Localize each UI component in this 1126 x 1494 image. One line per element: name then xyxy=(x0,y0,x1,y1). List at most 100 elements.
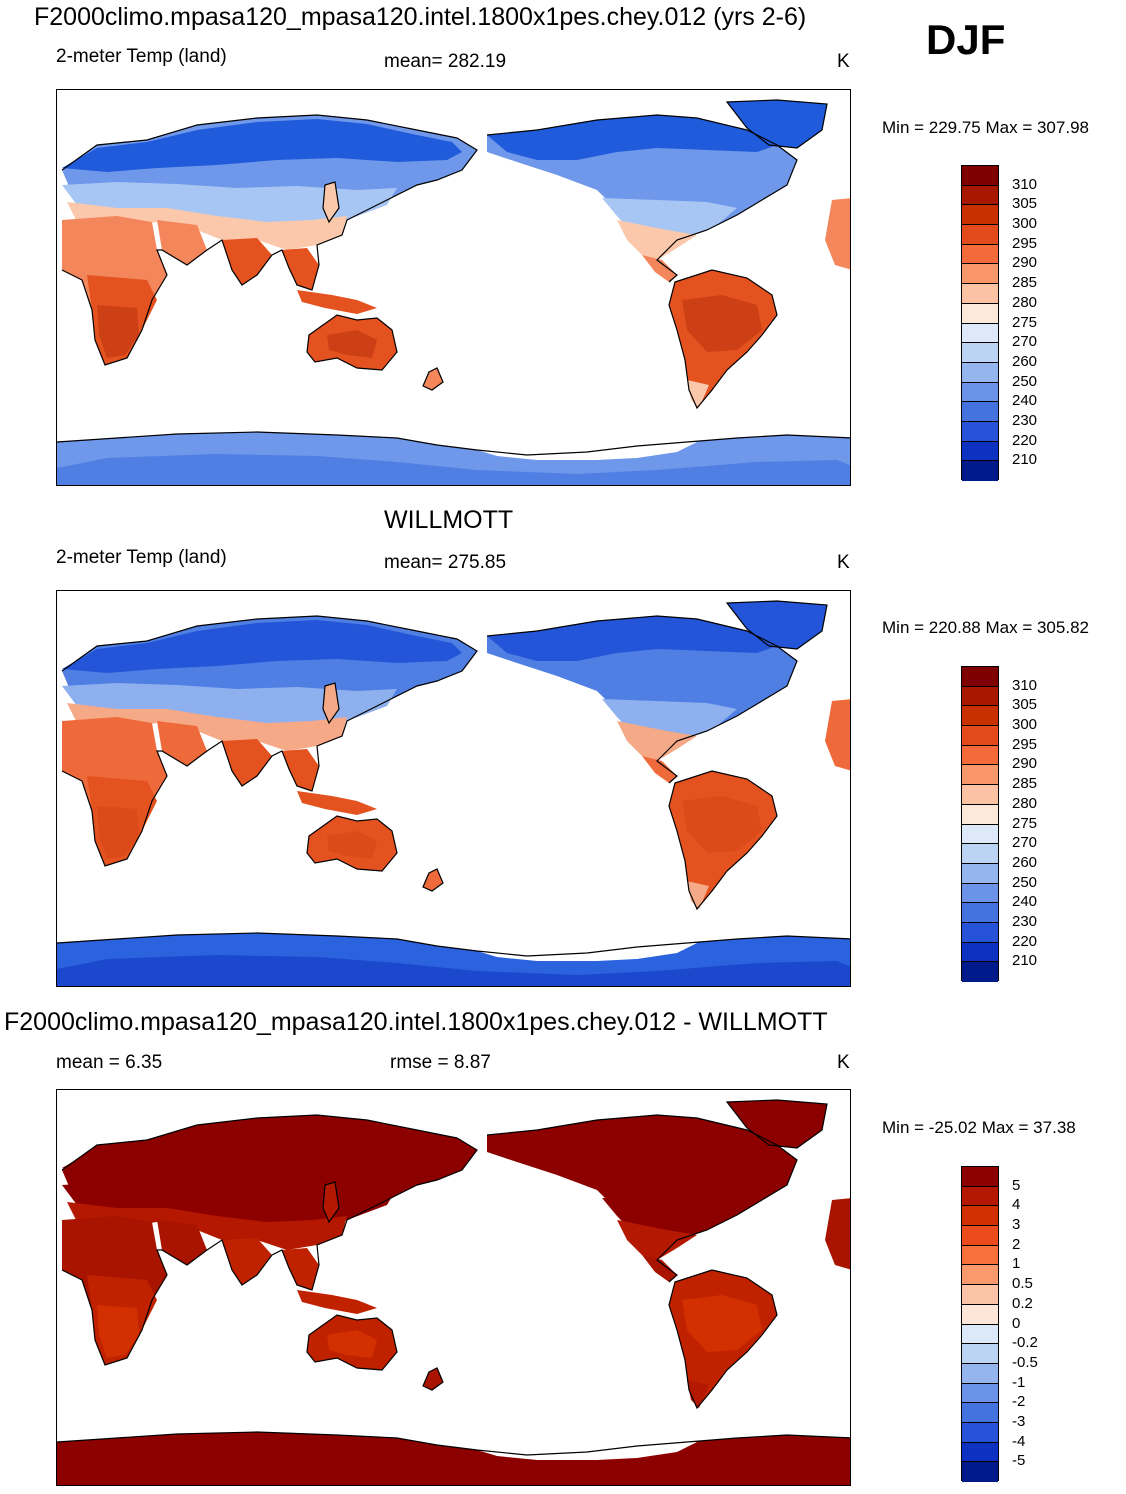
colorbar-label: 230 xyxy=(1012,411,1038,429)
model-temperature-map xyxy=(56,89,851,486)
panel2-variable: 2-meter Temp (land) xyxy=(56,547,227,568)
eurasia-arctic xyxy=(62,1119,462,1172)
colorbar-swatch xyxy=(962,225,998,245)
colorbar-swatch xyxy=(962,903,998,923)
japan xyxy=(323,1182,339,1222)
colorbar-label: 230 xyxy=(1012,912,1038,930)
coastline xyxy=(725,1099,828,1149)
colorbar-label: 295 xyxy=(1012,735,1038,753)
difference-map xyxy=(56,1089,851,1486)
colorbar-swatch xyxy=(962,1403,998,1423)
coastline xyxy=(306,815,398,872)
colorbar-label: -0.5 xyxy=(1012,1353,1038,1371)
north-america-south xyxy=(617,721,697,761)
coastline xyxy=(61,1114,478,1366)
colorbar-label: 250 xyxy=(1012,372,1038,390)
japan xyxy=(323,683,339,723)
colorbar-label: 5 xyxy=(1012,1176,1021,1194)
colorbar-label: 275 xyxy=(1012,313,1038,331)
eurasia-mid xyxy=(62,683,397,731)
colorbar-label: 4 xyxy=(1012,1196,1021,1214)
colorbar-swatch xyxy=(962,942,998,963)
coastline xyxy=(668,269,778,410)
north-america-south xyxy=(617,220,697,260)
colorbar-swatch xyxy=(962,244,998,265)
colorbar-swatch xyxy=(962,1383,998,1404)
panel2-title: WILLMOTT xyxy=(384,506,514,534)
colorbar-label: -2 xyxy=(1012,1393,1026,1411)
colorbar-swatch xyxy=(962,421,998,442)
panel1-units: K xyxy=(837,51,850,72)
colorbar-swatch xyxy=(962,382,998,403)
colorbar-label: 240 xyxy=(1012,392,1038,410)
colorbar-label: 285 xyxy=(1012,274,1038,292)
difference-map-canvas xyxy=(57,1099,850,1485)
panel3-units: K xyxy=(837,1052,850,1073)
colorbar-swatch xyxy=(962,824,998,845)
colorbar-swatch xyxy=(962,883,998,904)
panel3-title: F2000climo.mpasa120_mpasa120.intel.1800x… xyxy=(4,1008,828,1036)
colorbar-swatch xyxy=(962,1245,998,1266)
greenland xyxy=(727,100,827,148)
colorbar-swatch xyxy=(962,303,998,324)
colorbar-label: 1 xyxy=(1012,1255,1021,1273)
colorbar-label: 305 xyxy=(1012,696,1038,714)
colorbar-swatch xyxy=(962,1285,998,1305)
colorbar-swatch xyxy=(962,844,998,864)
colorbar-swatch xyxy=(962,323,998,344)
panel3-mean: mean = 6.35 xyxy=(56,1052,163,1073)
africa-south xyxy=(97,1305,139,1358)
colorbar-swatch xyxy=(962,1422,998,1443)
ross-shelf xyxy=(477,1442,697,1460)
colorbar-label: 310 xyxy=(1012,175,1038,193)
colorbar-label: 290 xyxy=(1012,254,1038,272)
colorbar-label: 250 xyxy=(1012,873,1038,891)
colorbar-swatch xyxy=(962,1363,998,1384)
colorbar-swatch xyxy=(962,362,998,383)
coastline xyxy=(668,770,778,911)
eurasia-south xyxy=(67,703,347,751)
ross-shelf xyxy=(477,943,697,961)
colorbar-label: 240 xyxy=(1012,893,1038,911)
south-america-interior xyxy=(682,295,762,352)
panel3-minmax: Min = -25.02 Max = 37.38 xyxy=(882,1118,1076,1137)
colorbar-label: 260 xyxy=(1012,352,1038,370)
colorbar-swatch xyxy=(962,402,998,422)
coastline xyxy=(486,615,798,784)
colorbar-swatch xyxy=(962,343,998,363)
season-label: DJF xyxy=(926,16,1006,63)
colorbar-swatch xyxy=(962,264,998,285)
colorbar-swatch xyxy=(962,185,998,206)
colorbar-label: -1 xyxy=(1012,1373,1026,1391)
colorbar-swatch xyxy=(962,166,998,186)
colorbar-label: 210 xyxy=(1012,952,1038,970)
colorbar-swatch xyxy=(962,284,998,304)
africa-south xyxy=(97,305,139,358)
new-zealand xyxy=(423,1368,443,1390)
colorbar-swatch xyxy=(962,1462,998,1482)
colorbar-swatch xyxy=(962,804,998,825)
colorbar-label: 220 xyxy=(1012,932,1038,950)
coastline xyxy=(486,1114,798,1283)
panel2-colorbar xyxy=(961,666,999,982)
japan xyxy=(323,182,339,222)
model-temperature-map-canvas xyxy=(57,99,850,485)
south-america-interior xyxy=(682,1295,762,1352)
panel1-title: F2000climo.mpasa120_mpasa120.intel.1800x… xyxy=(34,3,807,31)
maritime-asia xyxy=(297,791,377,815)
coastline xyxy=(668,1269,778,1410)
antarctica-interior xyxy=(57,454,850,485)
coastline xyxy=(725,600,828,650)
colorbar-swatch xyxy=(962,1344,998,1364)
coastline xyxy=(57,932,850,957)
colorbar-swatch xyxy=(962,765,998,786)
panel2-minmax: Min = 220.88 Max = 305.82 xyxy=(882,618,1089,637)
panel1-mean: mean= 282.19 xyxy=(384,51,507,72)
colorbar-swatch xyxy=(962,726,998,746)
colorbar-label: 290 xyxy=(1012,755,1038,773)
colorbar-label: 300 xyxy=(1012,215,1038,233)
patagonia xyxy=(687,380,709,408)
colorbar-swatch xyxy=(962,745,998,766)
colorbar-swatch xyxy=(962,785,998,805)
colorbar-swatch xyxy=(962,1304,998,1325)
